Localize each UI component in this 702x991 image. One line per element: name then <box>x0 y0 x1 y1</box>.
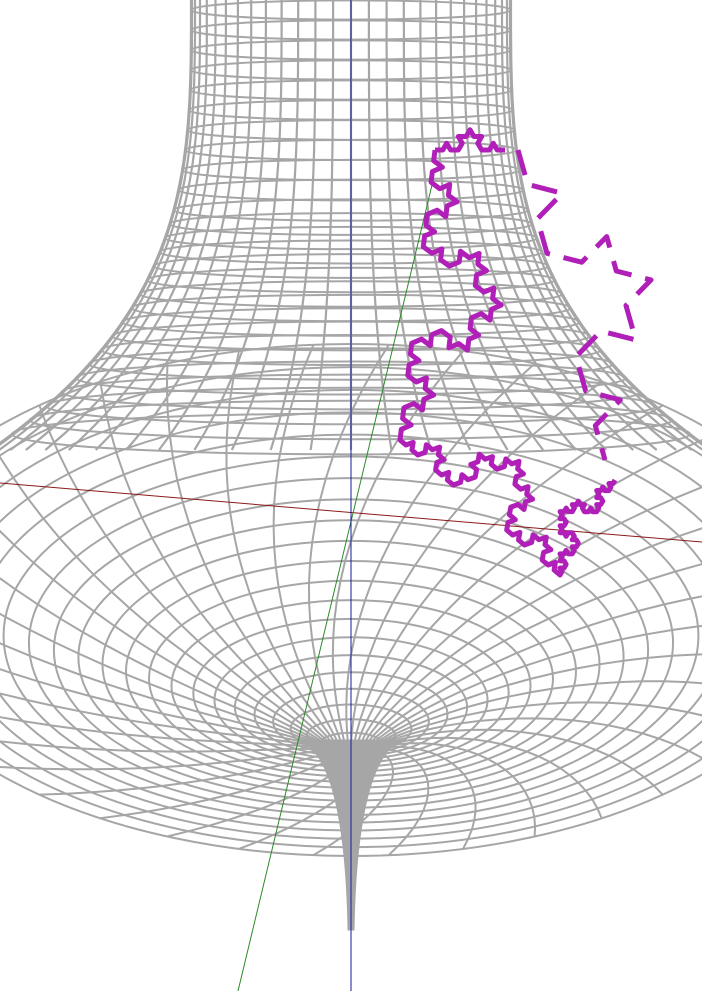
mesh-bowl-spoke <box>345 362 536 745</box>
mesh-bowl-spoke <box>272 344 341 746</box>
mesh-bowl-spoke <box>366 742 537 837</box>
mesh-bowl-spoke <box>370 717 702 760</box>
mesh-meridian <box>269 0 317 451</box>
mesh-bowl-spoke <box>369 653 702 749</box>
mesh-bowl-spoke <box>369 728 664 796</box>
mesh-meridian <box>158 0 267 451</box>
mesh-bowl-spoke <box>0 577 332 752</box>
mesh-meridian <box>9 0 202 451</box>
mesh-bowl-spoke <box>368 736 603 819</box>
mesh-meridian <box>505 0 702 451</box>
mesh-bowl-spoke <box>356 438 702 745</box>
mesh-bowl-spoke <box>307 344 390 746</box>
mesh-bowl-spoke <box>361 527 702 746</box>
mesh-bowl-spoke <box>370 680 702 750</box>
mesh-meridian <box>435 0 544 451</box>
mesh-bowl-spoke <box>364 745 477 850</box>
koch-curve-occluded-segment <box>515 149 654 461</box>
mesh-meridian <box>0 0 197 451</box>
mesh-bowl-spoke <box>353 404 664 745</box>
mesh-bowl-spoke <box>38 404 333 749</box>
koch-curve-visible-segment <box>397 149 618 578</box>
koch-curve <box>397 127 654 578</box>
mesh-bowl-spoke <box>165 363 336 748</box>
mesh-bowl-spoke <box>364 563 702 747</box>
mesh-bowl-spoke <box>350 380 603 745</box>
mesh-bowl-spoke <box>0 668 336 755</box>
mesh-bowl-spoke <box>0 529 332 751</box>
mesh-meridian <box>500 0 693 451</box>
mesh-bowl-spoke <box>359 486 702 746</box>
mesh-bowl-spoke <box>366 595 702 748</box>
mesh-bowl-spoke <box>370 701 702 751</box>
mesh-bowl-spoke <box>0 612 333 753</box>
mesh-meridian <box>309 0 335 451</box>
koch-curve-top-segment <box>435 127 505 153</box>
mesh-bowl-spoke <box>0 716 340 756</box>
y-axis-line <box>237 184 433 991</box>
mesh-bowl-spoke <box>99 381 334 748</box>
mesh-bowl-spoke <box>0 455 332 750</box>
mesh-meridian <box>367 0 393 451</box>
mesh-bowl-spoke <box>0 642 334 754</box>
mesh-bowl-spoke <box>368 624 702 749</box>
